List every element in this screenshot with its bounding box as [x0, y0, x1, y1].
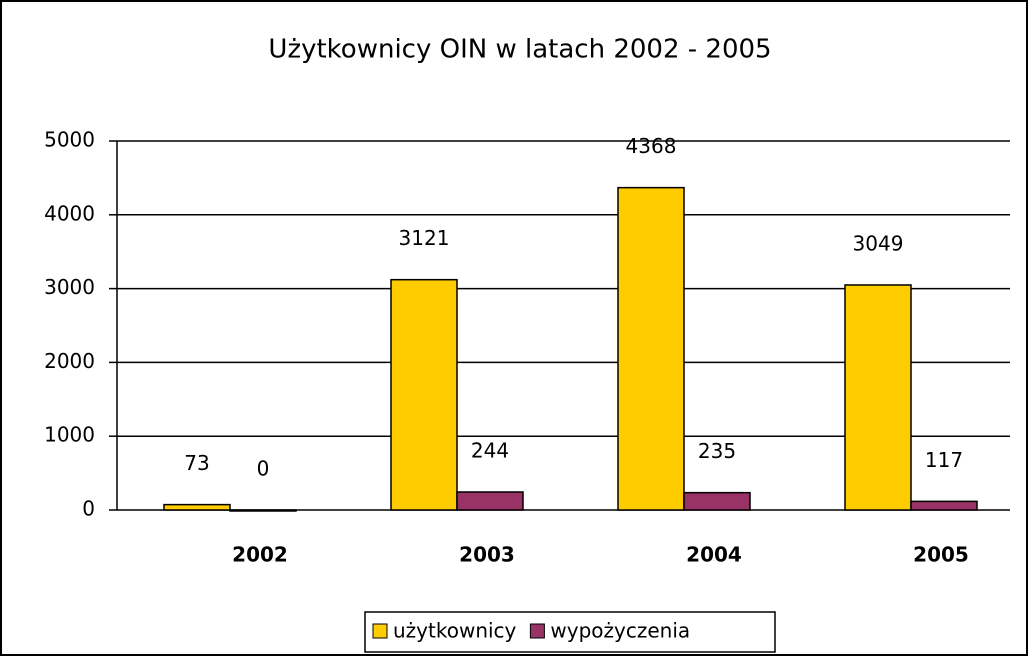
- legend-swatch: [529, 623, 545, 639]
- bar: [456, 491, 524, 511]
- legend-box: [364, 611, 776, 653]
- x-tick-label: 2002: [232, 543, 288, 567]
- y-tick-label: 1000: [44, 423, 95, 447]
- x-tick-label: 2005: [913, 543, 969, 567]
- data-label: 3121: [399, 226, 450, 250]
- chart-title: Użytkownicy OIN w latach 2002 - 2005: [268, 35, 771, 65]
- y-tick-label: 4000: [44, 201, 95, 225]
- bar: [390, 278, 458, 511]
- bar: [163, 503, 231, 511]
- data-label: 3049: [853, 231, 904, 255]
- y-tick-label: 5000: [44, 128, 95, 152]
- data-label: 235: [698, 439, 736, 463]
- data-label: 244: [471, 438, 509, 462]
- bar: [683, 491, 751, 511]
- x-tick-label: 2003: [459, 543, 515, 567]
- legend-swatch: [372, 623, 388, 639]
- bar: [844, 284, 912, 511]
- legend-label: użytkownicy: [393, 619, 517, 643]
- data-label: 4368: [626, 134, 677, 158]
- data-label: 0: [257, 457, 270, 481]
- legend-label: wypożyczenia: [550, 619, 690, 643]
- y-tick-label: 2000: [44, 349, 95, 373]
- x-tick-label: 2004: [686, 543, 742, 567]
- data-label: 117: [925, 448, 963, 472]
- y-tick-label: 3000: [44, 275, 95, 299]
- bar: [910, 500, 978, 511]
- bar: [229, 509, 297, 512]
- y-tick-label: 0: [82, 497, 95, 521]
- data-label: 73: [184, 451, 209, 475]
- bar: [617, 186, 685, 511]
